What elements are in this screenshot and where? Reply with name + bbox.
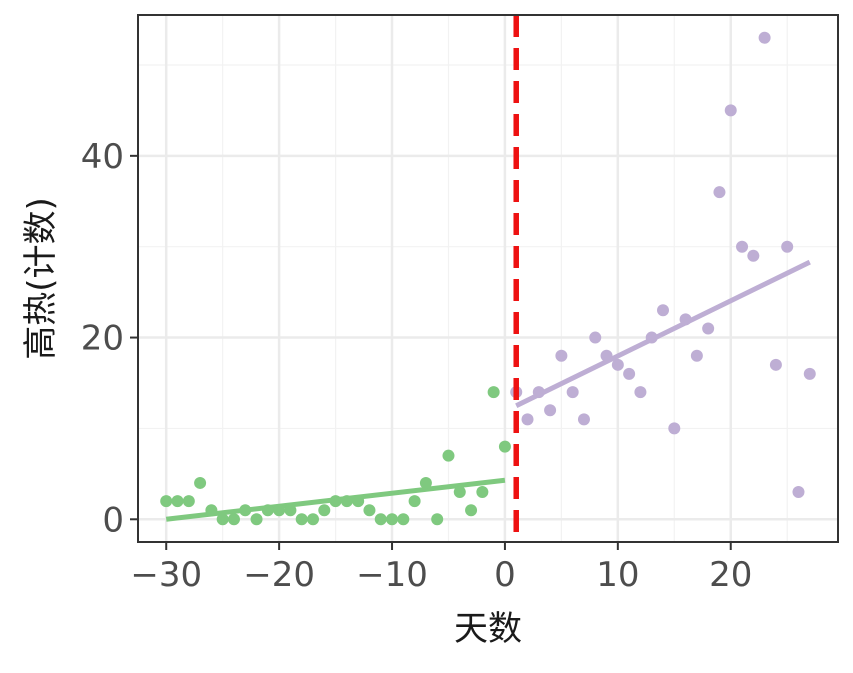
x-tick-label: −10 — [356, 555, 428, 595]
data-point-series-2 — [690, 349, 703, 362]
data-point-series-2 — [634, 386, 647, 399]
data-point-series-1 — [386, 513, 399, 526]
data-point-series-1 — [160, 495, 173, 508]
data-point-series-2 — [781, 240, 794, 253]
data-point-series-1 — [453, 486, 466, 499]
data-point-series-1 — [250, 513, 263, 526]
data-point-series-2 — [713, 186, 726, 199]
data-point-series-1 — [487, 386, 500, 399]
data-point-series-1 — [363, 504, 376, 517]
data-point-series-1 — [239, 504, 252, 517]
grid — [138, 15, 838, 542]
data-point-series-2 — [657, 304, 669, 317]
data-point-series-2 — [645, 331, 658, 344]
x-tick-label: 20 — [709, 555, 752, 595]
data-point-series-2 — [544, 404, 557, 417]
data-point-series-2 — [600, 349, 613, 362]
data-point-series-1 — [273, 504, 286, 517]
data-point-series-2 — [758, 31, 771, 44]
data-point-series-1 — [465, 504, 478, 517]
data-point-series-1 — [295, 513, 308, 526]
data-point-series-1 — [205, 504, 218, 517]
data-point-series-1 — [442, 449, 455, 462]
data-point-series-1 — [227, 513, 240, 526]
y-tick-label: 0 — [102, 500, 124, 540]
data-point-series-1 — [194, 476, 207, 489]
axes: −30 −20 −10 0 10 20 0 20 40 — [81, 137, 753, 595]
data-point-series-1 — [261, 504, 274, 517]
data-point-series-1 — [340, 495, 353, 508]
data-point-series-1 — [419, 476, 432, 489]
data-point-series-1 — [352, 495, 365, 508]
x-tick-label: −20 — [243, 555, 315, 595]
data-point-series-1 — [171, 495, 184, 508]
data-point-series-2 — [521, 413, 534, 426]
data-point-series-2 — [747, 249, 760, 262]
x-tick-label: 0 — [494, 555, 516, 595]
data-point-series-1 — [397, 513, 410, 526]
data-point-series-2 — [803, 367, 816, 380]
data-point-series-1 — [307, 513, 319, 526]
data-point-series-1 — [431, 513, 444, 526]
data-point-series-1 — [216, 513, 229, 526]
data-point-series-2 — [566, 386, 579, 399]
data-point-series-1 — [374, 513, 387, 526]
data-point-series-2 — [724, 104, 737, 117]
data-point-series-1 — [498, 440, 511, 453]
x-tick-label: −30 — [130, 555, 202, 595]
x-axis-title: 天数 — [454, 609, 522, 649]
data-point-series-2 — [611, 358, 624, 371]
data-point-series-2 — [792, 486, 805, 499]
data-points — [160, 31, 816, 526]
data-point-series-2 — [577, 413, 590, 426]
trend-line-series-2 — [515, 259, 811, 408]
data-point-series-1 — [182, 495, 195, 508]
data-point-series-1 — [408, 495, 421, 508]
y-axis-title: 高热(计数) — [21, 197, 61, 360]
data-point-series-1 — [329, 495, 342, 508]
plot-panel-border — [137, 14, 839, 543]
x-tick-label: 10 — [596, 555, 639, 595]
y-tick-label: 40 — [81, 137, 124, 177]
data-point-series-2 — [736, 240, 749, 253]
data-point-series-2 — [555, 349, 568, 362]
data-point-series-1 — [476, 486, 489, 499]
data-point-series-2 — [589, 331, 602, 344]
y-tick-label: 20 — [81, 319, 124, 359]
data-point-series-2 — [702, 322, 715, 335]
data-point-series-2 — [532, 386, 545, 399]
data-point-series-2 — [769, 358, 782, 371]
data-point-series-2 — [668, 422, 681, 435]
data-point-series-2 — [679, 313, 692, 326]
data-point-series-1 — [284, 504, 297, 517]
data-point-series-1 — [318, 504, 331, 517]
data-point-series-2 — [623, 367, 636, 380]
